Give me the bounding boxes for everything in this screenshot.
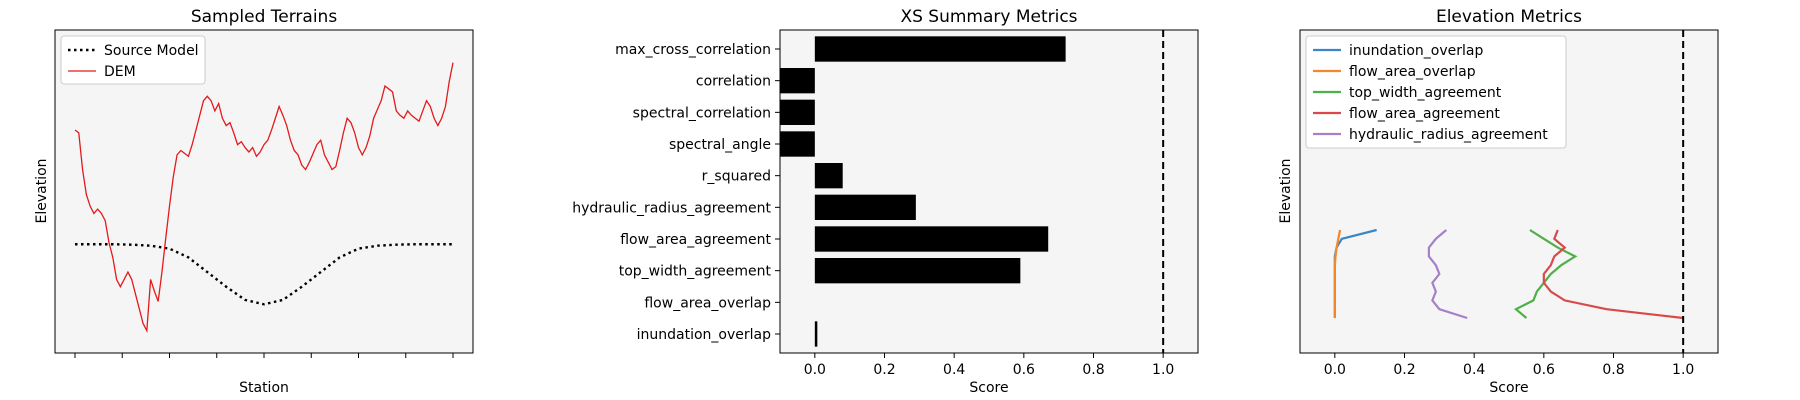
elev-title: Elevation Metrics (1436, 7, 1582, 27)
elev-legend-label: hydraulic_radius_agreement (1349, 127, 1548, 143)
xs-title: XS Summary Metrics (900, 7, 1077, 27)
elev-legend-label: flow_area_agreement (1349, 106, 1500, 122)
elev-xlabel: Score (1489, 380, 1528, 396)
legend-dem-label: DEM (104, 64, 136, 80)
legend-source-model-label: Source Model (104, 43, 199, 59)
xs-y-tick-label: inundation_overlap (637, 327, 771, 343)
xs-plot-area (779, 29, 1199, 354)
elev-legend-label: inundation_overlap (1349, 43, 1483, 59)
terrain-x-ticks (74, 353, 454, 358)
xs-x-tick-label: 0.0 (804, 362, 826, 378)
elev-legend-box (1305, 35, 1567, 149)
xs-y-tick-label: flow_area_agreement (620, 232, 771, 248)
elev-x-tick-label: 0.8 (1602, 362, 1624, 378)
elev-x-tick-label: 0.0 (1324, 362, 1346, 378)
xs-x-ticks: 0.0 0.2 0.4 0.6 0.8 1.0 (804, 353, 1174, 378)
elev-line-flow-area-overlap (1333, 229, 1342, 318)
elev-x-tick-label: 1.0 (1672, 362, 1694, 378)
xs-bars (780, 36, 1066, 347)
elev-line-top-width-agreement (1513, 229, 1578, 319)
elev-x-tick-label: 0.2 (1393, 362, 1415, 378)
xs-x-tick-label: 1.0 (1152, 362, 1174, 378)
xs-bar-top-width-agreement (814, 258, 1021, 284)
xs-y-tick-label: r_squared (702, 169, 771, 185)
elev-legend-label: top_width_agreement (1349, 85, 1502, 101)
xs-y-tick-label: spectral_angle (669, 137, 771, 153)
terrain-legend-box (60, 35, 206, 85)
terrain-xlabel: Station (239, 380, 289, 396)
xs-x-tick-label: 0.8 (1082, 362, 1104, 378)
xs-y-tick-label: top_width_agreement (619, 264, 772, 280)
xs-x-tick-label: 0.2 (873, 362, 895, 378)
xs-bar-r-squared (814, 163, 843, 189)
xs-bar-flow-area-agreement (814, 226, 1049, 252)
elev-lines (1333, 228, 1684, 320)
xs-y-tick-label: correlation (696, 74, 771, 90)
xs-x-tick-label: 0.4 (943, 362, 965, 378)
elev-x-tick-label: 0.4 (1463, 362, 1485, 378)
terrain-title: Sampled Terrains (191, 7, 337, 27)
xs-bar-max-cross-correlation (814, 36, 1066, 62)
xs-bar-hydraulic-radius-agreement (814, 194, 916, 220)
xs-bar-correlation (780, 68, 815, 94)
elev-legend: inundation_overlap flow_area_overlap top_w… (1305, 35, 1567, 149)
source-model-line (75, 243, 453, 306)
terrain-legend: Source Model DEM (60, 35, 206, 85)
terrain-panel: Sampled Terrains Station Elevation Sourc… (34, 7, 474, 396)
elev-line-hydraulic-radius-agreement (1427, 229, 1468, 320)
xs-summary-panel: XS Summary Metrics Score max_cross_corre… (572, 7, 1199, 396)
xs-bar-inundation-overlap (814, 321, 818, 347)
terrain-ylabel: Elevation (34, 158, 50, 223)
elevation-panel: Elevation Metrics Score Elevation 0.0 0.2… (1278, 7, 1719, 396)
xs-y-tick-label: flow_area_overlap (644, 295, 771, 311)
xs-bar-spectral-angle (780, 131, 815, 157)
xs-x-tick-label: 0.6 (1013, 362, 1035, 378)
xs-y-ticks: max_cross_correlation correlation spectral… (572, 42, 780, 343)
xs-bar-spectral-correlation (780, 99, 815, 125)
xs-y-tick-label: spectral_correlation (633, 105, 771, 121)
elev-ylabel: Elevation (1278, 158, 1294, 223)
xs-xlabel: Score (969, 380, 1008, 396)
elev-line-flow-area-agreement (1542, 229, 1684, 320)
dem-line (74, 62, 454, 334)
xs-y-tick-label: max_cross_correlation (615, 42, 771, 58)
elev-x-tick-label: 0.6 (1533, 362, 1555, 378)
xs-y-tick-label: hydraulic_radius_agreement (572, 200, 771, 216)
elev-legend-label: flow_area_overlap (1349, 64, 1476, 80)
elev-x-ticks: 0.0 0.2 0.4 0.6 0.8 1.0 (1324, 353, 1694, 378)
